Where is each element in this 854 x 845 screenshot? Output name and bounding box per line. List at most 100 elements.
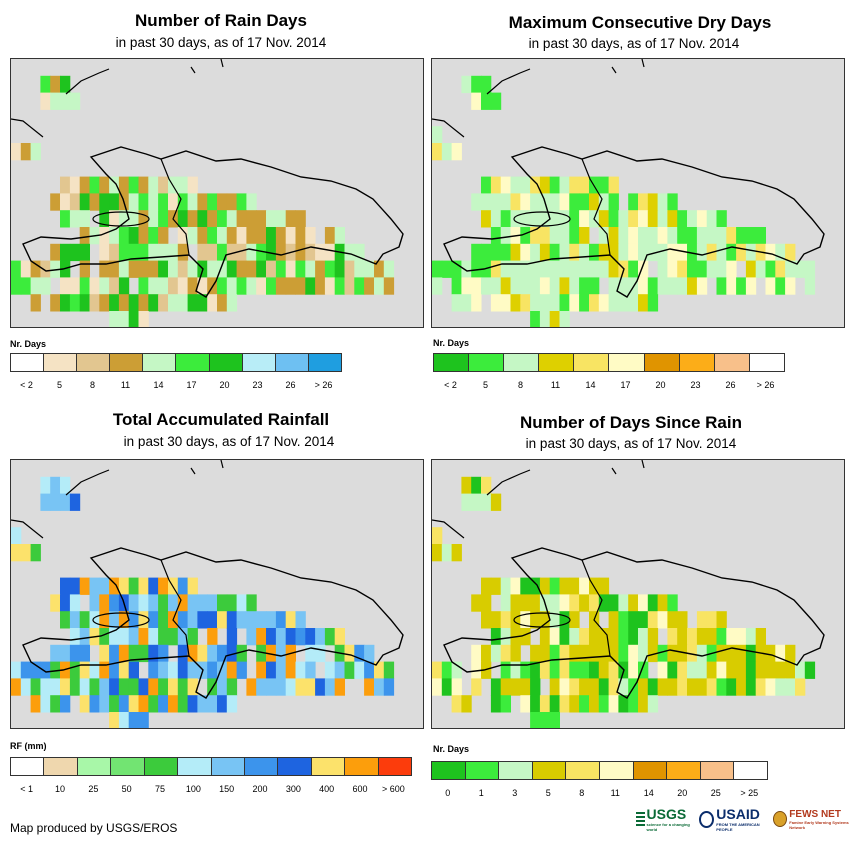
grid-cell xyxy=(667,260,678,278)
grid-cell xyxy=(99,644,110,663)
grid-cell xyxy=(148,611,159,629)
grid-cell xyxy=(647,227,659,245)
grid-cell xyxy=(118,661,130,679)
grid-cell xyxy=(364,277,375,295)
grid-cell xyxy=(324,260,336,278)
grid-cell xyxy=(109,260,120,278)
grid-cell xyxy=(657,644,668,663)
grid-cell xyxy=(40,75,51,94)
grid-cell xyxy=(785,277,796,295)
grid-cell xyxy=(471,594,482,612)
grid-cell xyxy=(344,277,355,295)
grid-cell xyxy=(657,227,668,245)
grid-cell xyxy=(236,661,247,679)
grid-cell xyxy=(187,695,198,713)
grid-cell xyxy=(256,628,267,646)
grid-cell xyxy=(500,227,511,245)
grid-cell xyxy=(579,695,590,713)
grid-cell xyxy=(520,611,531,629)
grid-cell xyxy=(374,678,385,696)
grid-cell xyxy=(99,294,110,312)
grid-cell xyxy=(187,176,198,194)
grid-cell xyxy=(490,227,502,245)
grid-cell xyxy=(539,712,551,728)
grid-cell xyxy=(109,193,120,211)
grid-cell xyxy=(118,678,130,696)
grid-cell xyxy=(275,260,287,278)
grid-cell xyxy=(256,678,267,696)
grid-cell xyxy=(79,176,90,194)
grid-cell xyxy=(315,260,326,278)
grid-cell xyxy=(716,210,727,228)
grid-cell xyxy=(275,611,287,629)
grid-cell xyxy=(736,644,747,663)
grid-cell xyxy=(226,210,238,228)
grid-cell xyxy=(79,695,90,713)
grid-cell xyxy=(608,243,619,262)
grid-cell xyxy=(696,644,708,663)
panel-subtitle: in past 30 days, as of 17 Nov. 2014 xyxy=(528,36,740,51)
grid-cell xyxy=(109,311,120,327)
grid-cell xyxy=(481,176,492,194)
grid-cell xyxy=(128,594,139,612)
gonave-island-outline xyxy=(513,612,571,628)
grid-cell xyxy=(177,260,189,278)
legend-swatch xyxy=(679,354,715,371)
grid-cell xyxy=(148,695,159,713)
grid-cell xyxy=(549,311,560,327)
grid-cell xyxy=(530,243,541,262)
grid-cell xyxy=(500,611,511,629)
grid-cell xyxy=(118,243,130,262)
grid-cell xyxy=(481,193,492,211)
grid-cell xyxy=(187,193,198,211)
grid-cell xyxy=(69,661,81,679)
grid-cell xyxy=(510,260,521,278)
grid-cell xyxy=(315,678,326,696)
grid-cell xyxy=(285,611,296,629)
grid-cell xyxy=(40,92,51,110)
grid-cell xyxy=(187,628,198,646)
grid-cell xyxy=(148,678,159,696)
grid-cell xyxy=(706,611,717,629)
grid-cell xyxy=(785,644,796,663)
grid-cell xyxy=(598,260,610,278)
grid-cell xyxy=(432,544,443,562)
legend-swatch xyxy=(700,762,735,779)
grid-cell xyxy=(99,611,110,629)
grid-cell xyxy=(677,628,688,646)
grid-cell xyxy=(99,695,110,713)
panel-title: Maximum Consecutive Dry Days xyxy=(508,13,772,32)
grid-cell xyxy=(364,661,375,679)
grid-cell xyxy=(549,644,560,663)
grid-cell xyxy=(236,193,247,211)
grid-cell xyxy=(432,126,443,144)
grid-cell xyxy=(138,644,149,663)
grid-cell xyxy=(99,210,110,228)
grid-cell xyxy=(471,493,482,511)
grid-cell xyxy=(569,628,580,646)
grid-cell xyxy=(207,294,218,312)
legend-swatch xyxy=(11,354,45,371)
grid-cell xyxy=(579,628,590,646)
legend-swatch xyxy=(599,762,634,779)
grid-cell xyxy=(745,227,757,245)
grid-cell xyxy=(549,243,560,262)
legend-label: > 25 xyxy=(740,788,759,798)
grid-cell xyxy=(246,243,257,262)
grid-cell xyxy=(549,277,560,295)
grid-cell xyxy=(765,644,776,663)
grid-cell xyxy=(539,644,551,663)
legend-swatch xyxy=(111,758,145,775)
grid-cell xyxy=(148,577,159,595)
grid-cell xyxy=(638,294,649,312)
grid-cell xyxy=(726,243,737,262)
grid-cell xyxy=(354,277,365,295)
grid-cell xyxy=(295,661,306,679)
grid-cell xyxy=(677,243,688,262)
grid-cell xyxy=(490,193,502,211)
grid-cell xyxy=(667,193,678,211)
grid-cell xyxy=(69,611,81,629)
usaid-seal-icon xyxy=(699,810,715,828)
legend-label: > 26 xyxy=(756,380,775,390)
grid-cell xyxy=(471,92,482,110)
